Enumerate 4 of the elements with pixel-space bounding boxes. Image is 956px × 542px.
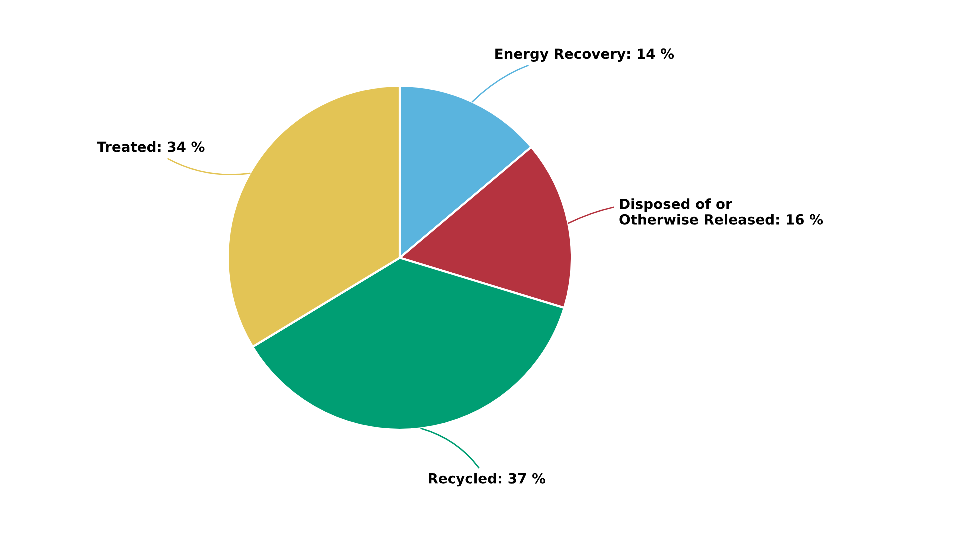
slice-label: Disposed of or Otherwise Released: 16 % bbox=[620, 198, 824, 225]
slice-label: Treated: 34 % bbox=[97, 141, 205, 152]
slice-label: Energy Recovery: 14 % bbox=[496, 48, 674, 62]
slice-label: Recycled: 37 % bbox=[429, 473, 546, 487]
